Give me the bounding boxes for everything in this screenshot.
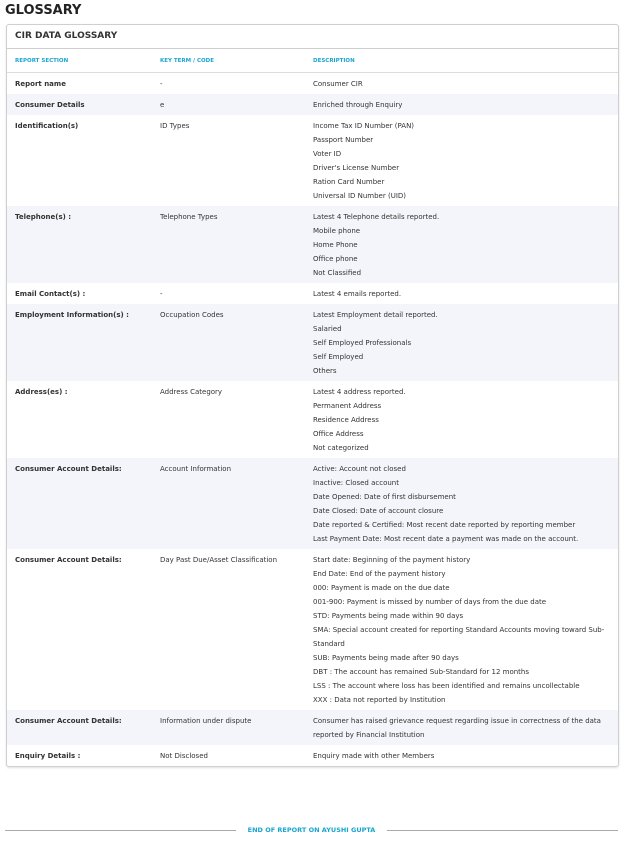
- description: Enriched through Enquiry: [313, 98, 618, 112]
- description-line: Not Classified: [313, 269, 362, 277]
- description-line: Others: [313, 367, 337, 375]
- table-row: Report name - Consumer CIR: [7, 73, 618, 94]
- page-title: GLOSSARY: [5, 3, 82, 18]
- description-line: Home Phone: [313, 241, 358, 249]
- description: Active: Account not closed Inactive: Clos…: [313, 462, 618, 546]
- key-term: Telephone Types: [160, 213, 218, 221]
- description-line: Latest 4 address reported.: [313, 388, 406, 396]
- key-term: -: [160, 290, 163, 298]
- column-header-description: DESCRIPTION: [313, 57, 355, 64]
- description: Income Tax ID Number (PAN) Passport Numbe…: [313, 119, 618, 203]
- table-row: Address(es) : Address Category Latest 4 ad…: [7, 381, 618, 458]
- key-term: Day Past Due/Asset Classification: [160, 556, 278, 564]
- description-line: STD: Payments being made within 90 days: [313, 612, 464, 620]
- report-section: Report name: [15, 80, 66, 88]
- description-line: Mobile phone: [313, 227, 361, 235]
- description-line: Self Employed: [313, 353, 364, 361]
- description-line: Self Employed Professionals: [313, 339, 412, 347]
- description-line: LSS : The account where loss has been id…: [313, 682, 580, 690]
- description-line: SMA: Special account created for reporti…: [313, 626, 605, 648]
- report-footer: END OF REPORT ON AYUSHI GUPTA: [5, 826, 618, 834]
- description-line: 001-900: Payment is missed by number of …: [313, 598, 547, 606]
- description: Consumer has raised grievance request re…: [313, 714, 618, 742]
- end-of-report-text: END OF REPORT ON AYUSHI GUPTA: [247, 826, 376, 834]
- table-row: Enquiry Details : Not Disclosed Enquiry ma…: [7, 745, 618, 766]
- description-line: Office phone: [313, 255, 358, 263]
- report-section: Email Contact(s) :: [15, 290, 86, 298]
- description: Latest 4 address reported. Permanent Addr…: [313, 385, 618, 455]
- description-line: Income Tax ID Number (PAN): [313, 122, 415, 130]
- description-line: Latest 4 Telephone details reported.: [313, 213, 440, 221]
- description-line: Residence Address: [313, 416, 379, 424]
- table-row: Telephone(s) : Telephone Types Latest 4 Te…: [7, 206, 618, 283]
- table-row: Email Contact(s) : - Latest 4 emails repor…: [7, 283, 618, 304]
- report-section: Identification(s): [15, 122, 79, 130]
- description-line: End Date: End of the payment history: [313, 570, 446, 578]
- description: Consumer CIR: [313, 77, 618, 91]
- description-line: Consumer has raised grievance request re…: [313, 717, 601, 739]
- description: Start date: Beginning of the payment his…: [313, 553, 618, 707]
- column-header-term: KEY TERM / CODE: [160, 57, 215, 64]
- description-line: Office Address: [313, 430, 364, 438]
- report-section: Enquiry Details :: [15, 752, 81, 760]
- description-line: Universal ID Number (UID): [313, 192, 407, 200]
- description-line: Latest 4 emails reported.: [313, 290, 402, 298]
- column-headers: REPORT SECTION KEY TERM / CODE DESCRIPTI…: [7, 49, 618, 73]
- key-term: Account Information: [160, 465, 232, 473]
- description: Latest 4 emails reported.: [313, 287, 618, 301]
- description-line: Ration Card Number: [313, 178, 385, 186]
- description: Enquiry made with other Members: [313, 749, 618, 763]
- report-section: Consumer Account Details:: [15, 556, 122, 564]
- report-section: Consumer Details: [15, 101, 85, 109]
- key-term: Address Category: [160, 388, 223, 396]
- description: Latest 4 Telephone details reported. Mobi…: [313, 210, 618, 280]
- key-term: Occupation Codes: [160, 311, 224, 319]
- description-line: Active: Account not closed: [313, 465, 406, 473]
- description-line: XXX : Data not reported by Institution: [313, 696, 446, 704]
- description-line: Passport Number: [313, 136, 374, 144]
- report-section: Address(es) :: [15, 388, 68, 396]
- glossary-table-body: Report name - Consumer CIR Consumer Details…: [7, 73, 618, 766]
- table-row: Consumer Account Details: Day Past Due/As…: [7, 549, 618, 710]
- table-row: Consumer Account Details: Account Informa…: [7, 458, 618, 549]
- key-term: Not Disclosed: [160, 752, 208, 760]
- description-line: Last Payment Date: Most recent date a pa…: [313, 535, 579, 543]
- description-line: Inactive: Closed account: [313, 479, 399, 487]
- description-line: Date reported & Certified: Most recent d…: [313, 521, 576, 529]
- description: Latest Employment detail reported. Salari…: [313, 308, 618, 378]
- description-line: Enriched through Enquiry: [313, 101, 403, 109]
- description-line: Salaried: [313, 325, 342, 333]
- key-term: -: [160, 80, 163, 88]
- description-line: Latest Employment detail reported.: [313, 311, 438, 319]
- report-section: Consumer Account Details:: [15, 465, 122, 473]
- column-header-section: REPORT SECTION: [15, 57, 69, 64]
- key-term: ID Types: [160, 122, 190, 130]
- description-line: Consumer CIR: [313, 80, 363, 88]
- glossary-card: CIR DATA GLOSSARY REPORT SECTION KEY TER…: [6, 24, 619, 767]
- description-line: Not categorized: [313, 444, 369, 452]
- key-term: Information under dispute: [160, 717, 252, 725]
- table-row: Consumer Details e Enriched through Enquir…: [7, 94, 618, 115]
- description-line: SUB: Payments being made after 90 days: [313, 654, 459, 662]
- description-line: Date Closed: Date of account closure: [313, 507, 444, 515]
- description-line: Driver's License Number: [313, 164, 400, 172]
- description-line: Permanent Address: [313, 402, 382, 410]
- divider: [5, 829, 236, 831]
- description-line: Voter ID: [313, 150, 342, 158]
- description-line: Start date: Beginning of the payment his…: [313, 556, 471, 564]
- key-term: e: [160, 101, 165, 109]
- card-title: CIR DATA GLOSSARY: [7, 25, 618, 49]
- table-row: Employment Information(s) : Occupation Co…: [7, 304, 618, 381]
- description-line: Date Opened: Date of first disbursement: [313, 493, 456, 501]
- description-line: 000: Payment is made on the due date: [313, 584, 450, 592]
- report-section: Consumer Account Details:: [15, 717, 122, 725]
- divider: [387, 829, 618, 831]
- report-section: Employment Information(s) :: [15, 311, 129, 319]
- report-section: Telephone(s) :: [15, 213, 72, 221]
- table-row: Identification(s) ID Types Income Tax ID N…: [7, 115, 618, 206]
- description-line: Enquiry made with other Members: [313, 752, 435, 760]
- description-line: DBT : The account has remained Sub-Stand…: [313, 668, 529, 676]
- table-row: Consumer Account Details: Information und…: [7, 710, 618, 745]
